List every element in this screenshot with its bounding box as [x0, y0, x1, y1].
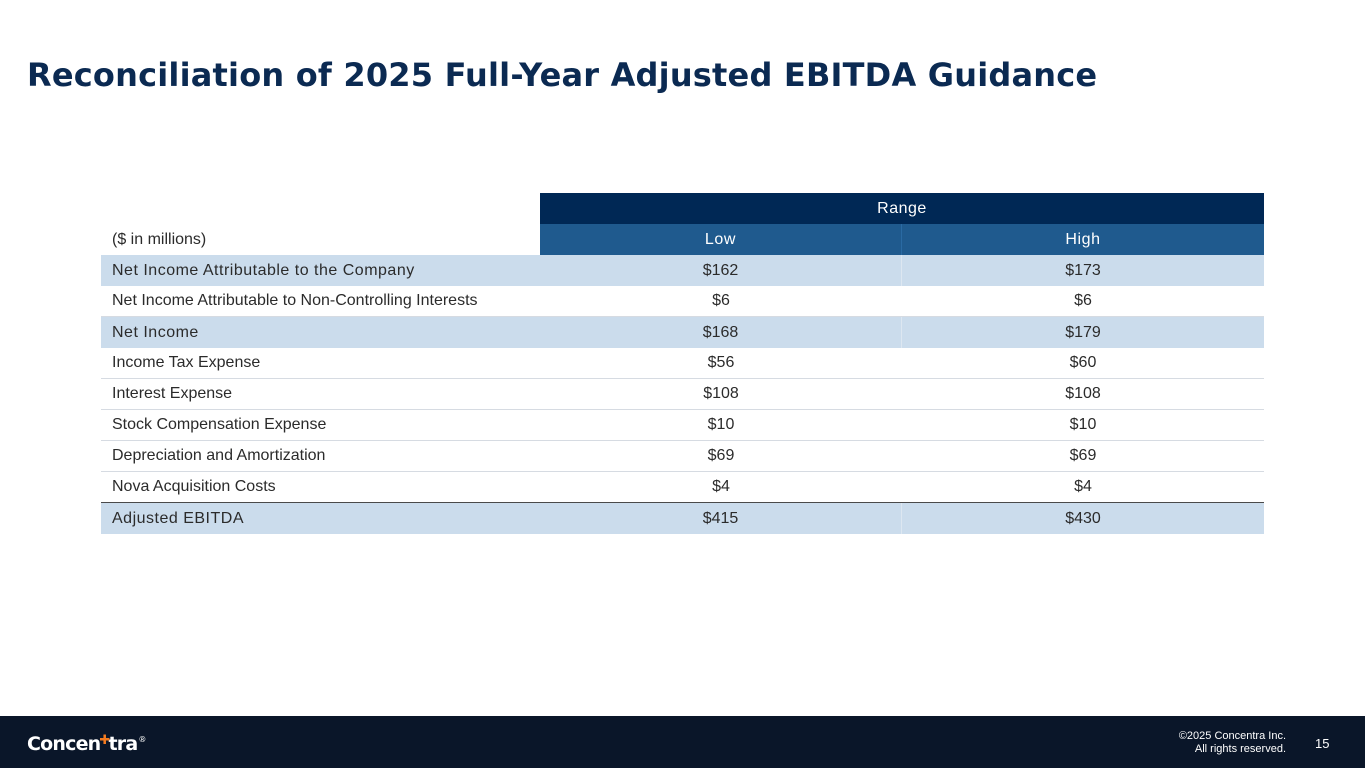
table-row: Income Tax Expense $56 $60	[101, 348, 1264, 379]
row-value-low: $56	[707, 354, 735, 371]
footer-bar: Concen✚tra® ©2025 Concentra Inc. All rig…	[0, 716, 1365, 768]
row-label: Adjusted EBITDA	[112, 509, 244, 527]
reconciliation-table: Range ($ in millions) Low High Net Incom…	[101, 193, 1264, 534]
row-value-high: $179	[1065, 323, 1101, 341]
table-row: Depreciation and Amortization $69 $69	[101, 441, 1264, 472]
copyright-line-2: All rights reserved.	[1194, 743, 1286, 755]
copyright: ©2025 Concentra Inc. All rights reserved…	[1179, 730, 1286, 756]
range-header: Range	[540, 193, 1264, 224]
table-row: Nova Acquisition Costs $4 $4	[101, 472, 1264, 503]
row-value-low: $168	[540, 317, 902, 348]
row-value-high: $10	[1069, 416, 1097, 433]
row-label: Nova Acquisition Costs	[112, 478, 276, 495]
row-value-high: $173	[1065, 261, 1101, 279]
row-label: Net Income Attributable to the Company	[112, 261, 415, 279]
header-spacer	[101, 193, 540, 224]
table-row: Adjusted EBITDA $415 $430	[101, 503, 1264, 534]
table-row: Net Income $168 $179	[101, 317, 1264, 348]
row-label: Income Tax Expense	[112, 354, 261, 371]
slide-title: Reconciliation of 2025 Full-Year Adjuste…	[27, 56, 1098, 94]
table-body: Net Income Attributable to the Company $1…	[101, 255, 1264, 534]
row-value-low: $10	[707, 416, 735, 433]
row-value-low: $4	[712, 478, 730, 495]
logo-text-start: Concen	[27, 733, 101, 755]
concentra-logo: Concen✚tra®	[27, 733, 146, 755]
table-row: Net Income Attributable to the Company $1…	[101, 255, 1264, 286]
row-label: Net Income	[112, 323, 199, 341]
logo-text-end: tra	[108, 733, 139, 755]
row-value-low: $69	[707, 447, 735, 464]
row-value-high: $430	[1065, 509, 1101, 527]
copyright-line-1: ©2025 Concentra Inc.	[1178, 730, 1286, 742]
row-label: Depreciation and Amortization	[112, 447, 326, 464]
table-row: Stock Compensation Expense $10 $10	[101, 410, 1264, 441]
row-value-high: $69	[1069, 447, 1097, 464]
row-value-high: $108	[1065, 385, 1101, 402]
row-value-high: $4	[1074, 478, 1092, 495]
table-row: Net Income Attributable to Non-Controlli…	[101, 286, 1264, 317]
row-value-low: $6	[712, 292, 730, 309]
row-label: Net Income Attributable to Non-Controlli…	[112, 292, 478, 309]
row-value-high: $6	[1074, 292, 1092, 309]
table-header-range-row: Range	[101, 193, 1264, 224]
row-value-low: $108	[703, 385, 739, 402]
table-header-columns-row: ($ in millions) Low High	[101, 224, 1264, 255]
page-number: 15	[1315, 736, 1330, 751]
column-header-low: Low	[540, 224, 902, 255]
row-label: Interest Expense	[112, 385, 233, 402]
row-value-high: $60	[1069, 354, 1097, 371]
units-label: ($ in millions)	[112, 230, 207, 248]
row-value-low: $162	[540, 255, 902, 286]
logo-cross-icon: ✚	[99, 733, 110, 748]
logo-registered-mark: ®	[138, 735, 146, 744]
row-label: Stock Compensation Expense	[112, 416, 327, 433]
row-value-low: $415	[540, 503, 902, 534]
table-row: Interest Expense $108 $108	[101, 379, 1264, 410]
column-header-high: High	[902, 224, 1264, 255]
